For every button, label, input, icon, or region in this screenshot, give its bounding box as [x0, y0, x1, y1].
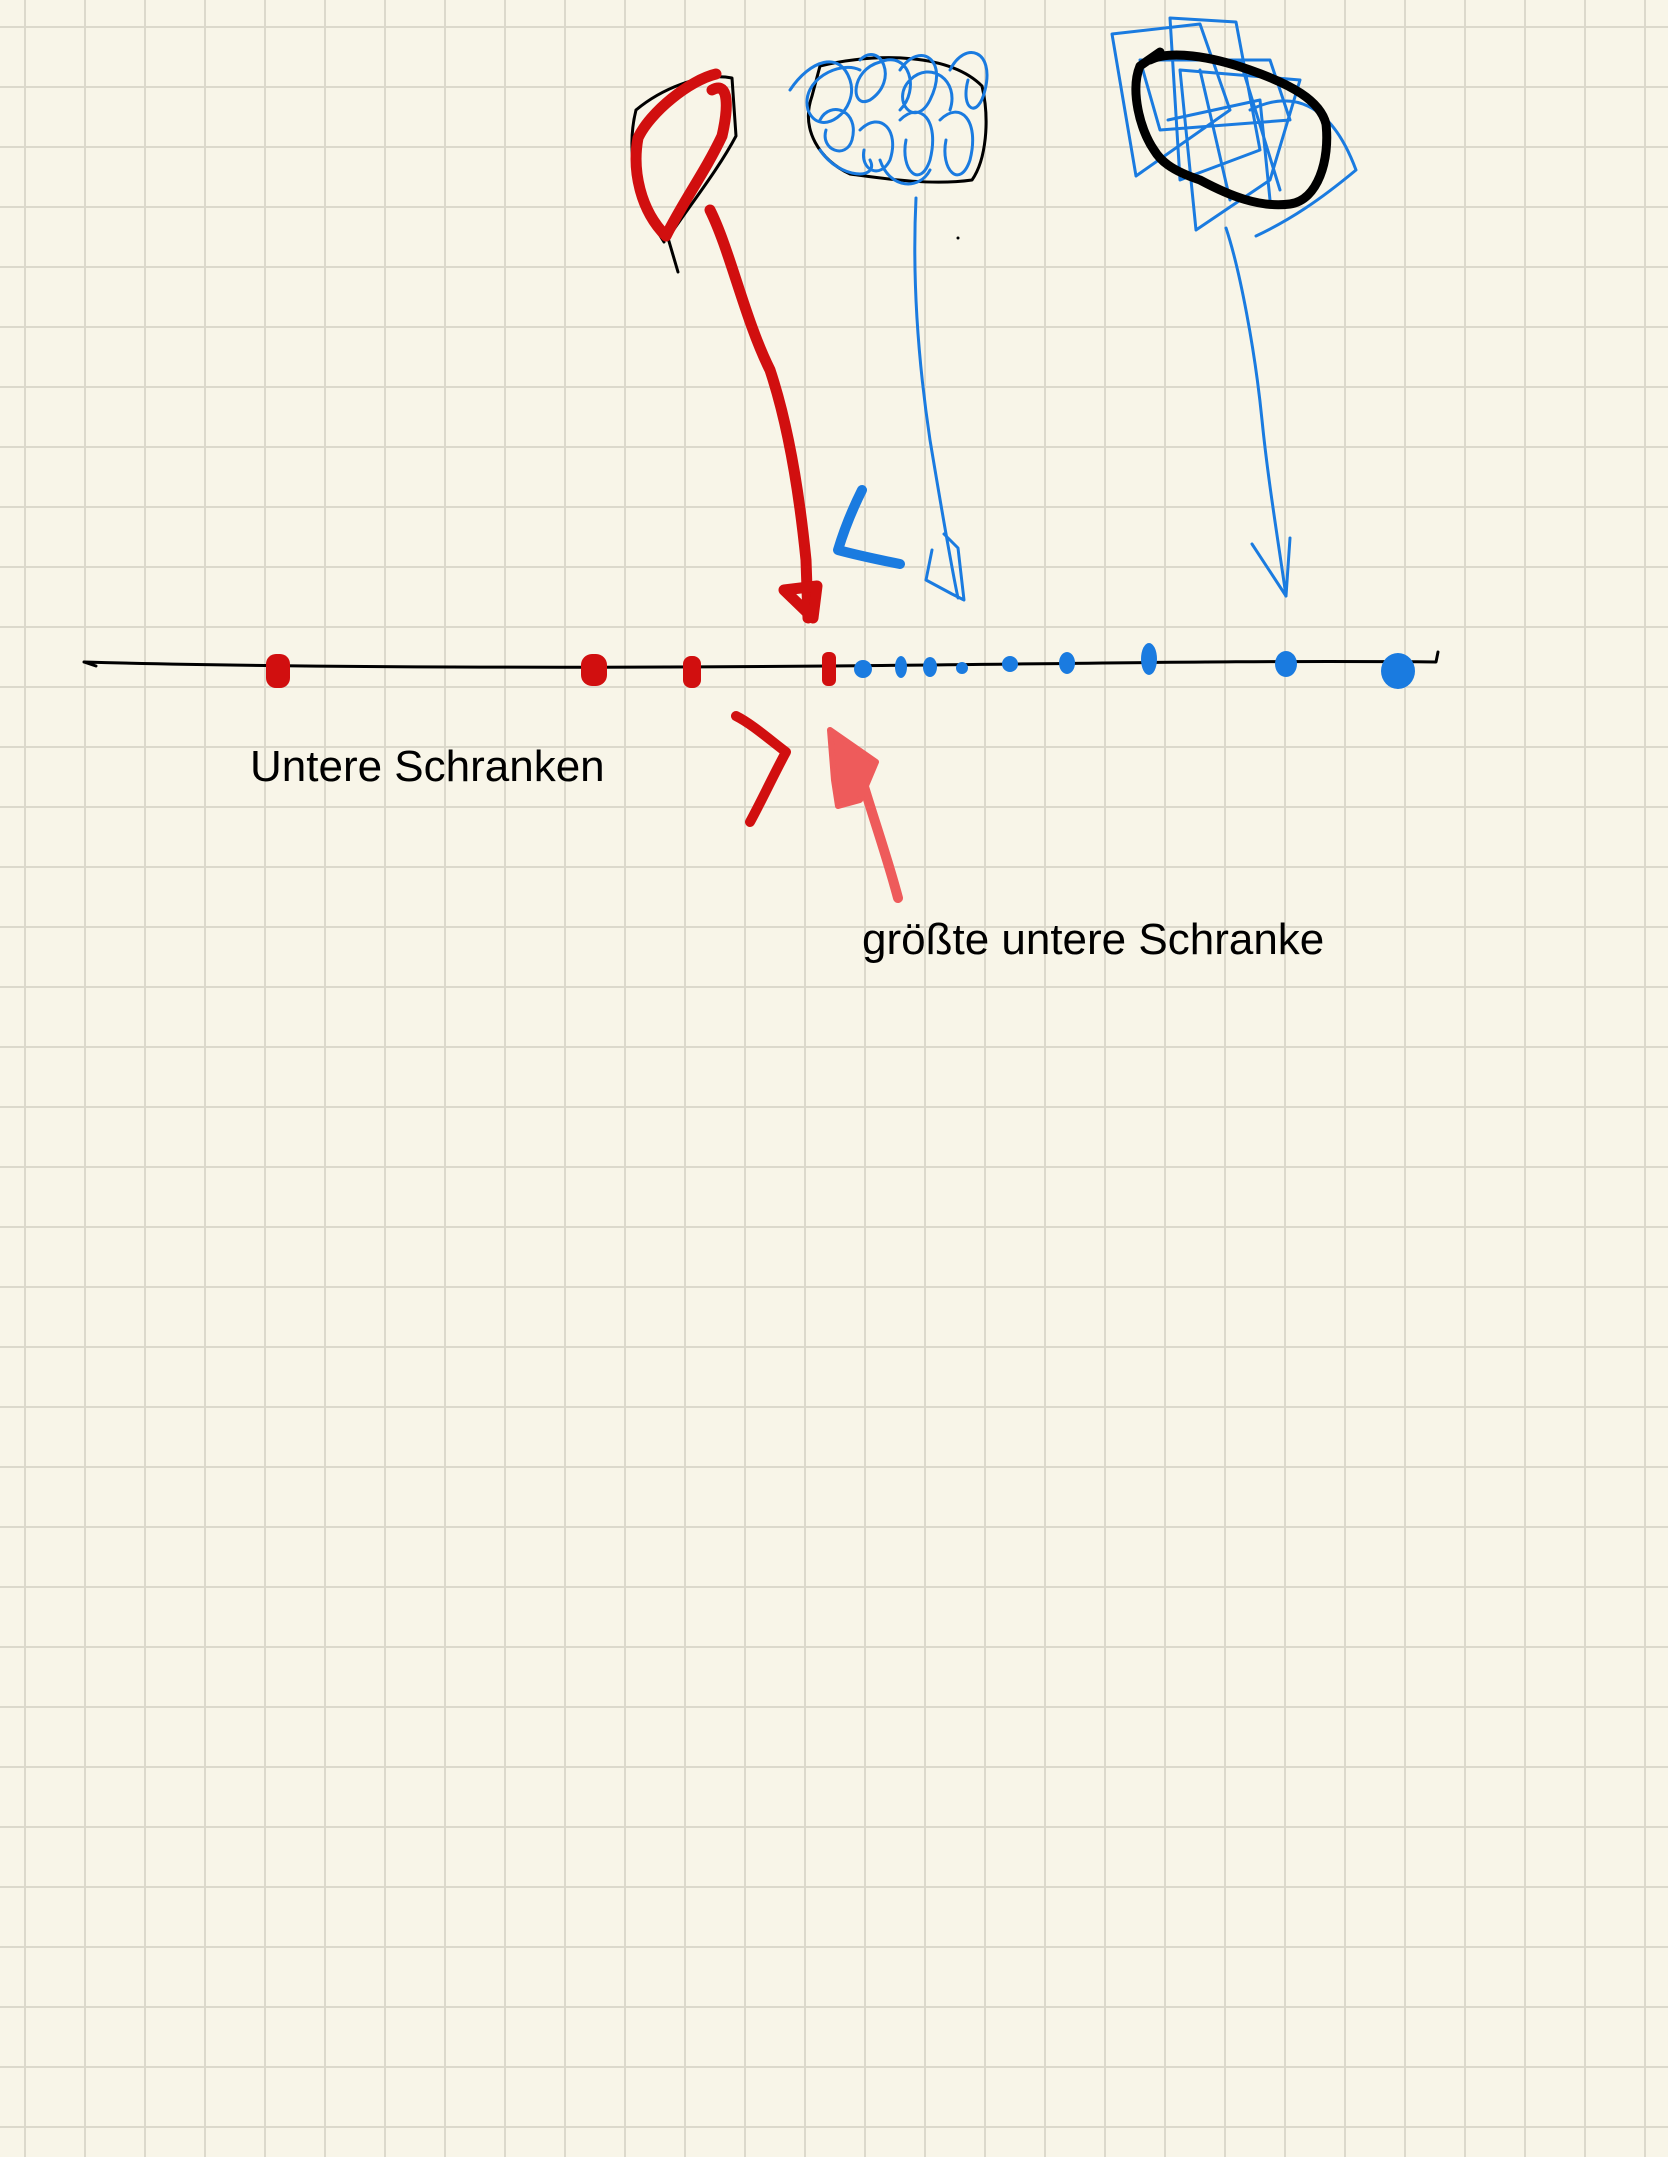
set-point [956, 662, 968, 674]
set-point [1002, 656, 1018, 672]
set-point [895, 656, 907, 678]
set-point [1275, 651, 1297, 677]
pink-arrow [830, 730, 898, 898]
blue-cluster-shape [790, 53, 987, 184]
less-than-sign [838, 490, 900, 564]
ink-speck [957, 237, 960, 240]
set-point [854, 660, 872, 678]
set-point [1059, 652, 1075, 674]
blue-arrows [915, 198, 1290, 600]
lower-bound-points [266, 652, 836, 688]
lower-bound-point [683, 656, 701, 688]
blue-hatched-shape [1112, 18, 1356, 236]
set-point [1141, 643, 1157, 675]
lower-bound-point [822, 652, 836, 686]
set-point [1381, 653, 1415, 689]
lower-bound-point [266, 654, 290, 688]
greater-than-sign [736, 716, 786, 822]
lower-bound-point [581, 654, 607, 686]
greatest-lower-bound-label: größte untere Schranke [862, 918, 1324, 962]
red-arrow [710, 210, 817, 618]
lower-bounds-label: Untere Schranken [250, 745, 605, 789]
set-point [923, 657, 937, 677]
